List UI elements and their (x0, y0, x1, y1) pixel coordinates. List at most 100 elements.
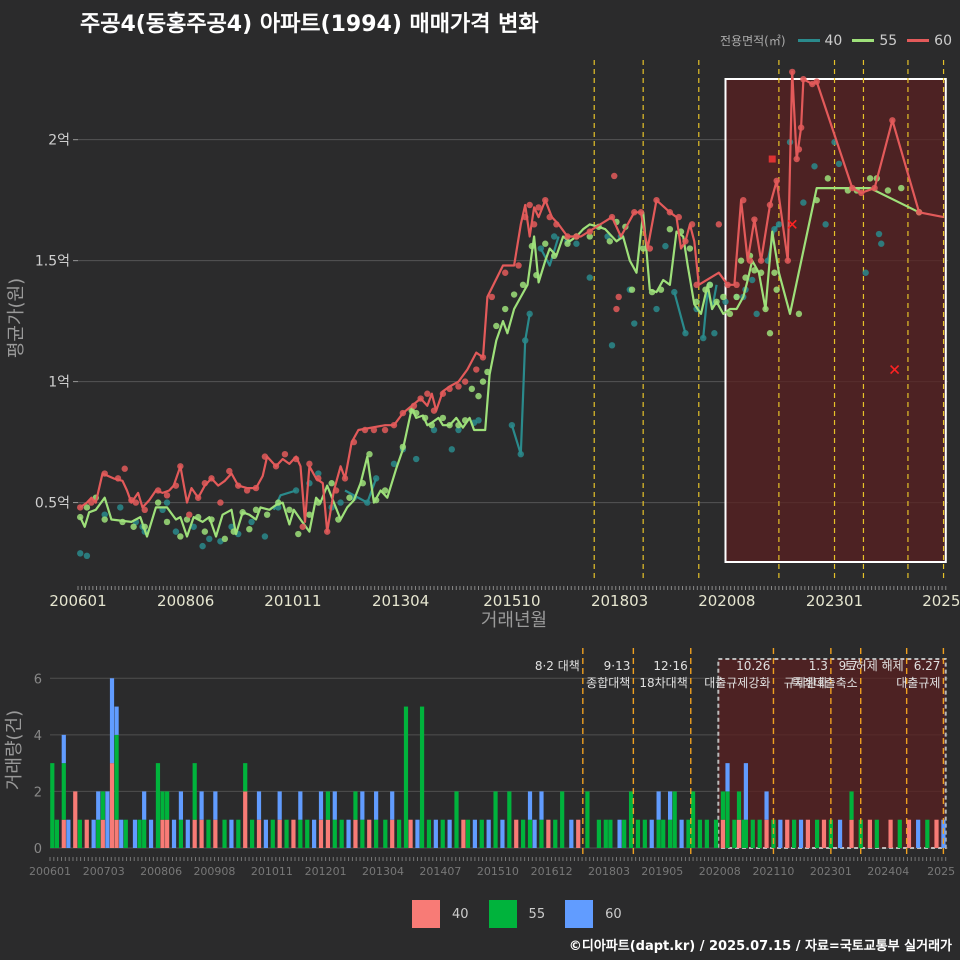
point-55 (177, 533, 184, 540)
bar-40 (73, 791, 78, 848)
x-tick-label: 201803 (591, 592, 648, 610)
bar-55 (741, 819, 746, 848)
point-40 (315, 470, 322, 477)
bar-55 (61, 763, 66, 820)
bar-60 (679, 819, 684, 848)
point-55 (475, 392, 482, 400)
x-tick-label: 201201 (305, 865, 347, 878)
x-tick-label: 201905 (641, 865, 683, 878)
legend-item-40[interactable]: 40 (797, 32, 843, 49)
point-60 (502, 269, 509, 276)
policy-label: 1.3 (809, 659, 828, 673)
bar-55 (792, 819, 797, 848)
bar-55 (507, 791, 512, 848)
bar-40 (821, 819, 827, 848)
x-tick-label: 200601 (29, 865, 71, 878)
bar-60 (199, 791, 204, 820)
bar-60 (656, 791, 661, 820)
point-55 (542, 240, 549, 247)
bar-40 (736, 819, 742, 848)
bar-40 (114, 819, 119, 848)
bar-40 (546, 819, 551, 848)
bar-55 (236, 819, 241, 848)
point-55 (252, 506, 260, 514)
point-40 (337, 499, 344, 506)
marker-60 (890, 364, 900, 375)
point-60 (535, 204, 542, 211)
bar-55 (720, 791, 726, 820)
bar-55 (560, 791, 565, 848)
bar-55 (521, 819, 526, 848)
bar-55 (96, 819, 101, 848)
legend-label-40: 40 (824, 32, 843, 49)
bar-40 (199, 819, 204, 848)
area-legend: 전용면적(㎡) 40 55 60 (720, 32, 952, 49)
x-tick-label: 201304 (372, 592, 429, 610)
bar-60 (668, 791, 673, 820)
bar-40 (213, 819, 218, 848)
legend-item-55[interactable]: 55 (852, 33, 897, 49)
policy-label: 규제완화 (784, 676, 828, 690)
legend-label-60: 60 (934, 32, 952, 49)
bar-40 (576, 819, 581, 848)
point-60 (186, 511, 193, 518)
volume-legend-swatch-55 (488, 900, 517, 928)
legend-swatch-40 (797, 39, 820, 42)
x-tick-label: 201510 (483, 592, 540, 610)
bar-55 (635, 819, 641, 848)
y-tick-label: 6 (34, 672, 42, 687)
point-40 (550, 233, 558, 240)
bar-40 (805, 819, 811, 848)
bar-55 (165, 791, 170, 820)
point-55 (468, 385, 476, 393)
bar-60 (569, 819, 574, 848)
bar-60 (500, 819, 505, 848)
bar-60 (185, 819, 190, 848)
bar-40 (849, 819, 854, 848)
point-55 (733, 293, 740, 301)
x-tick-label: 200806 (157, 592, 214, 610)
line-60 (79, 70, 944, 533)
bar-55 (925, 819, 930, 848)
bar-55 (77, 819, 82, 848)
point-55 (795, 310, 803, 318)
point-55 (898, 184, 905, 192)
bar-55 (713, 819, 719, 848)
bar-40 (61, 819, 66, 848)
point-40 (172, 528, 180, 535)
bar-55 (814, 819, 820, 848)
bar-55 (114, 734, 119, 820)
bar-60 (318, 791, 324, 820)
point-55 (519, 281, 527, 289)
bar-40 (785, 819, 790, 848)
legend-item-60[interactable]: 60 (907, 33, 952, 49)
bar-40 (256, 819, 262, 848)
bar-40 (243, 791, 248, 848)
bar-55 (374, 819, 379, 848)
point-55 (726, 310, 734, 318)
point-40 (475, 417, 482, 424)
volume-legend-item-60[interactable]: 60 (565, 900, 622, 928)
bar-55 (743, 819, 748, 848)
bar-40 (160, 819, 165, 848)
bar-60 (472, 819, 477, 848)
line-40 (539, 236, 560, 267)
x-tick-label: 201011 (251, 865, 293, 878)
bar-55 (100, 791, 105, 820)
volume-legend-item-55[interactable]: 55 (488, 900, 545, 928)
policy-label: 9.7 (839, 659, 858, 673)
point-55 (101, 516, 108, 523)
bar-60 (837, 819, 843, 848)
bar-60 (178, 791, 184, 820)
x-tick-label: 2025 (927, 865, 955, 878)
point-40 (448, 446, 456, 453)
volume-legend-item-40[interactable]: 40 (412, 900, 469, 928)
bar-60 (415, 819, 420, 848)
legend-swatch-60 (907, 39, 930, 42)
policy-label: 12·16 (653, 659, 687, 673)
point-55 (510, 291, 518, 298)
point-40 (77, 550, 84, 557)
bar-55 (697, 819, 703, 848)
bar-55 (284, 819, 289, 848)
